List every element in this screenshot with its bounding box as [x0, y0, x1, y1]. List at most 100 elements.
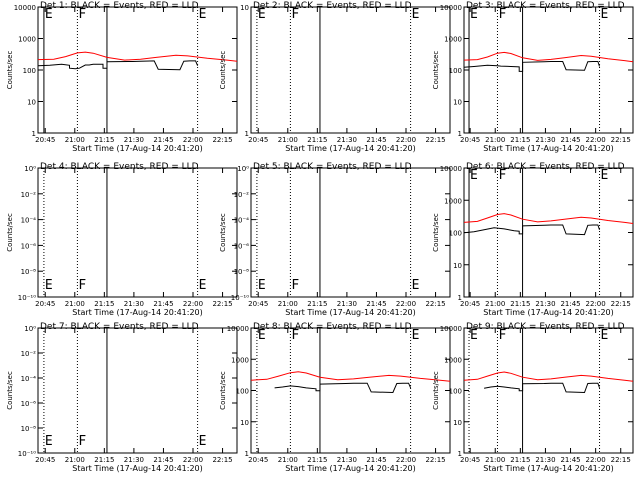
plot-det-1: Det 1: BLACK = Events, RED = LLD 1 10 100 10…: [6, 1, 238, 153]
y-tick-label: 10: [27, 99, 36, 107]
series-line-lld: [463, 371, 634, 382]
plot-frame: [250, 6, 451, 134]
y-tick-label: 100: [449, 230, 462, 238]
x-axis-label: Start Time (17-Aug-14 20:41:20): [285, 464, 416, 473]
x-tick-label: 22:15: [611, 456, 631, 464]
x-axis-label: Start Time (17-Aug-14 20:41:20): [285, 308, 416, 317]
y-tick-label: 10: [240, 419, 249, 427]
y-tick-label: 100: [236, 388, 249, 396]
series-line-lld: [250, 371, 451, 382]
y-tick-label: 1: [458, 450, 462, 458]
event-marker-label: E: [470, 7, 478, 22]
x-tick-label: 22:15: [611, 300, 631, 308]
y-tick-label: 10⁰: [237, 165, 249, 173]
x-tick-label: 21:45: [366, 300, 386, 308]
event-marker-label: E: [258, 278, 266, 293]
event-marker-label: F: [498, 7, 506, 22]
event-marker-label: E: [45, 434, 53, 449]
y-tick-label: 10: [453, 262, 462, 270]
event-marker-label: F: [78, 278, 86, 293]
x-tick-label: 21:00: [485, 300, 505, 308]
event-marker-label: E: [199, 434, 207, 449]
event-marker-label: E: [45, 7, 53, 22]
event-marker-label: E: [470, 328, 478, 343]
event-marker-label: F: [498, 328, 506, 343]
y-tick-label: 10: [453, 419, 462, 427]
event-marker-label: F: [78, 434, 86, 449]
y-axis-label: Counts/sec: [6, 213, 14, 252]
y-tick-label: 100: [449, 67, 462, 75]
y-tick-label: 1000: [444, 36, 462, 44]
y-axis-label: Counts/sec: [219, 213, 227, 252]
x-tick-label: 22:00: [586, 300, 606, 308]
event-marker-label: E: [412, 278, 420, 293]
x-tick-label: 21:45: [560, 136, 580, 144]
event-marker-label: F: [291, 328, 299, 343]
x-tick-label: 22:00: [183, 136, 203, 144]
y-tick-label: 10⁻⁸: [21, 425, 37, 433]
event-marker-label: E: [412, 7, 420, 22]
plot-det-4: Det 4: BLACK = Events, RED = LLD 10⁻¹⁰ 10⁻…: [6, 162, 238, 317]
x-tick-label: 21:00: [278, 300, 298, 308]
x-axis-label: Start Time (17-Aug-14 20:41:20): [483, 464, 614, 473]
x-tick-label: 22:00: [396, 136, 416, 144]
plot-title: Det 2: BLACK = Events, RED = LLD: [253, 1, 412, 11]
x-tick-label: 22:00: [183, 456, 203, 464]
x-tick-label: 21:30: [124, 136, 144, 144]
event-marker-label: E: [601, 328, 609, 343]
y-tick-label: 10000: [440, 325, 462, 333]
y-tick-label: 10⁻⁸: [21, 268, 37, 276]
plot-frame: [37, 167, 238, 298]
y-tick-label: 10⁰: [24, 165, 36, 173]
x-tick-label: 20:45: [35, 300, 55, 308]
x-tick-label: 21:45: [153, 136, 173, 144]
x-tick-label: 22:00: [396, 456, 416, 464]
plot-title: Det 6: BLACK = Events, RED = LLD: [466, 162, 625, 172]
y-tick-label: 10000: [14, 4, 36, 12]
x-tick-label: 21:15: [307, 136, 327, 144]
x-tick-label: 21:15: [94, 136, 114, 144]
x-tick-label: 21:30: [337, 456, 357, 464]
plot-title: Det 1: BLACK = Events, RED = LLD: [40, 1, 199, 11]
event-marker-label: F: [291, 278, 299, 293]
x-tick-label: 20:45: [248, 300, 268, 308]
event-marker-label: E: [199, 7, 207, 22]
x-tick-label: 20:45: [248, 136, 268, 144]
y-tick-label: 1: [245, 450, 249, 458]
x-axis-label: Start Time (17-Aug-14 20:41:20): [483, 144, 614, 153]
y-tick-label: 10⁻⁴: [21, 375, 37, 383]
event-marker-label: E: [199, 278, 207, 293]
y-tick-label: 10⁻¹⁰: [18, 294, 36, 302]
event-marker-label: E: [601, 168, 609, 183]
x-tick-label: 22:15: [425, 300, 445, 308]
x-tick-label: 21:45: [560, 300, 580, 308]
x-tick-label: 22:15: [212, 136, 232, 144]
x-tick-label: 21:15: [307, 300, 327, 308]
y-tick-label: 10⁻⁶: [234, 242, 250, 250]
x-axis-label: Start Time (17-Aug-14 20:41:20): [483, 308, 614, 317]
plot-det-3: Det 3: BLACK = Events, RED = LLD 1 10 100 10…: [432, 1, 634, 153]
plot-frame: [463, 327, 634, 454]
plot-title: Det 7: BLACK = Events, RED = LLD: [40, 322, 199, 332]
x-tick-label: 22:00: [586, 136, 606, 144]
x-tick-label: 22:15: [611, 136, 631, 144]
plot-frame: [250, 167, 451, 298]
y-tick-label: 10000: [227, 325, 249, 333]
y-tick-label: 1: [458, 130, 462, 138]
x-tick-label: 22:15: [212, 456, 232, 464]
x-tick-label: 21:45: [153, 456, 173, 464]
y-axis-label: Counts/sec: [432, 371, 440, 410]
series-line-events: [484, 382, 600, 394]
x-tick-label: 22:00: [183, 300, 203, 308]
x-tick-label: 20:45: [460, 136, 480, 144]
x-tick-label: 21:00: [65, 456, 85, 464]
x-tick-label: 21:15: [94, 300, 114, 308]
y-tick-label: 1000: [18, 36, 36, 44]
x-tick-label: 21:45: [366, 136, 386, 144]
x-tick-label: 21:00: [485, 456, 505, 464]
x-tick-label: 21:00: [278, 136, 298, 144]
x-tick-label: 21:15: [510, 136, 530, 144]
x-tick-label: 21:30: [124, 300, 144, 308]
plot-title: Det 8: BLACK = Events, RED = LLD: [253, 322, 412, 332]
